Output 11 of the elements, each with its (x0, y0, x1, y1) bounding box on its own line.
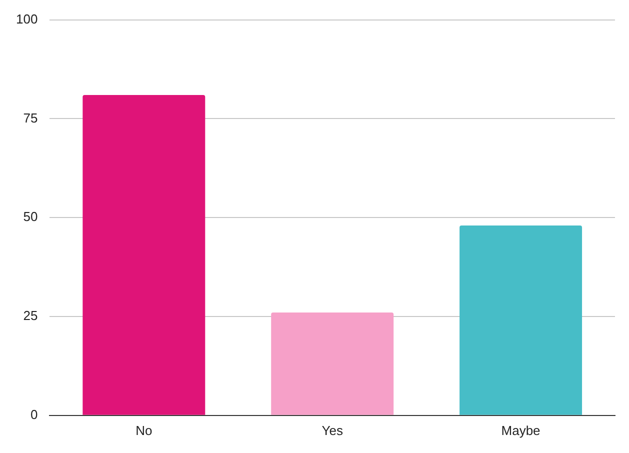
x-tick-label: No (136, 422, 152, 438)
bar (271, 312, 394, 415)
y-tick-label: 75 (23, 110, 38, 126)
y-tick-label: 0 (30, 406, 38, 422)
x-tick-label: Maybe (501, 422, 540, 438)
x-tick-label: Yes (322, 422, 344, 438)
bar (460, 226, 582, 415)
y-tick-label: 100 (16, 11, 38, 26)
y-tick-label: 25 (23, 308, 38, 324)
bar (82, 94, 206, 415)
y-tick-label: 50 (23, 209, 38, 224)
